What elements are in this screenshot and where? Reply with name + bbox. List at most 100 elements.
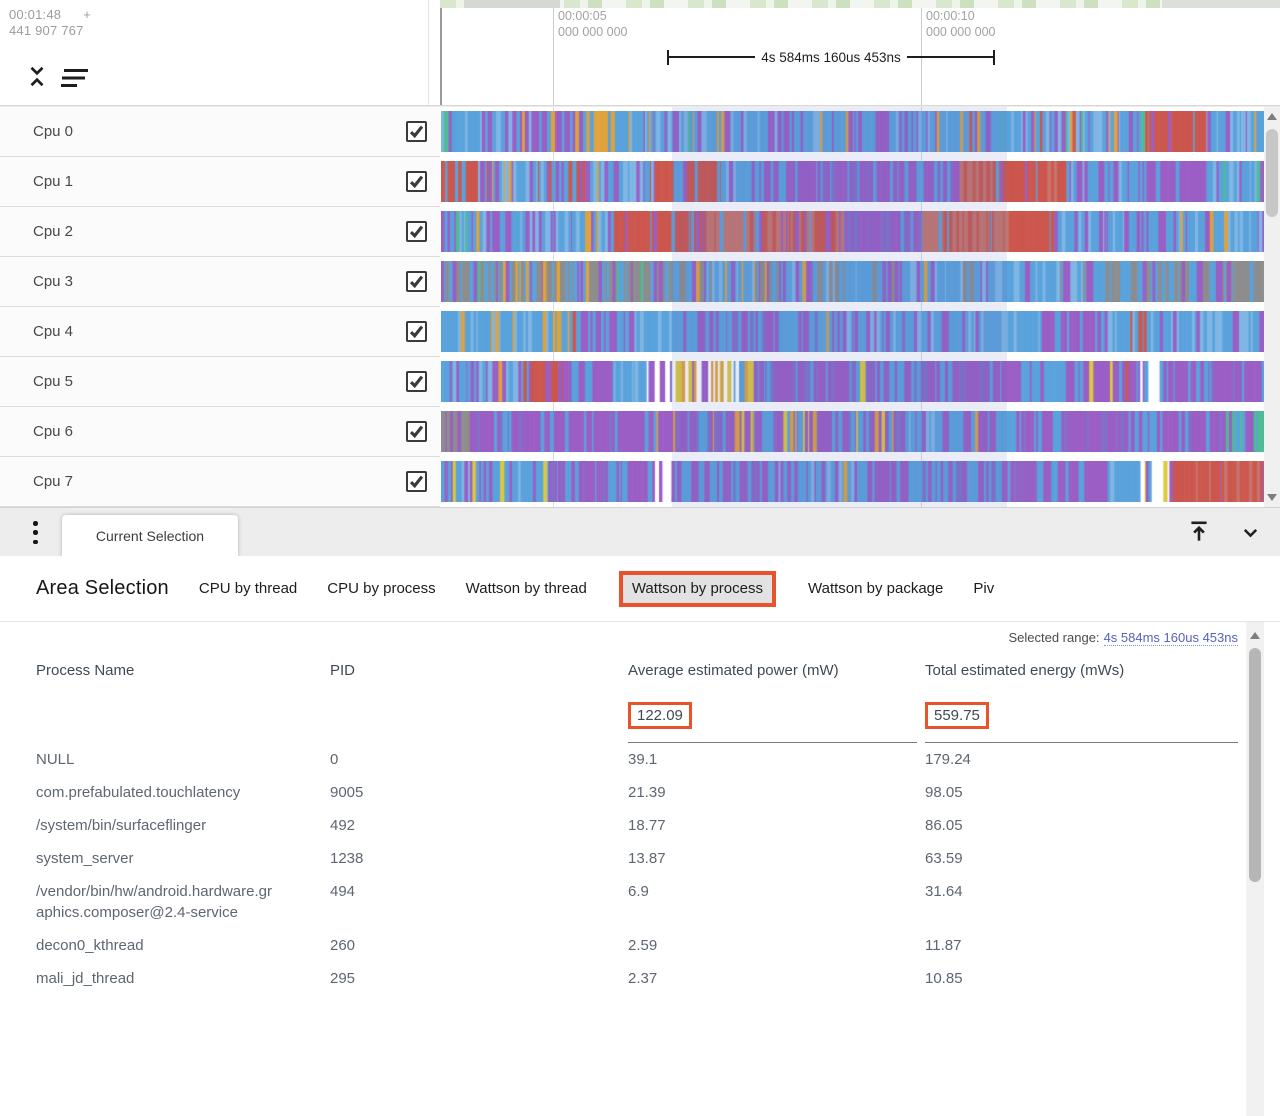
energy-cell: 31.64: [925, 883, 963, 900]
checkmark-icon: [409, 125, 424, 139]
energy-cell: 10.85: [925, 970, 963, 987]
track-label-cell[interactable]: Cpu 3: [0, 257, 440, 307]
bracket-line: [669, 56, 756, 58]
track-name: Cpu 6: [33, 423, 74, 440]
annotation-box-selected-tab: Wattson by process: [618, 570, 776, 607]
power-cell: 21.39: [628, 784, 666, 801]
ruler-gridline: [553, 8, 554, 105]
panel-title: Area Selection: [36, 577, 169, 599]
selection-duration-label: 4s 584ms 160us 453ns: [761, 49, 901, 65]
track-label-cell[interactable]: Cpu 0: [0, 107, 440, 157]
track-row: Cpu 4: [0, 307, 1280, 357]
viewport-start-line: [440, 8, 442, 105]
pid-cell: 1238: [330, 850, 364, 867]
minimap-viewport[interactable]: [464, 0, 560, 8]
scrollbar-thumb[interactable]: [1266, 129, 1278, 217]
tab-cpu-by-thread[interactable]: CPU by thread: [198, 580, 298, 597]
timeline-minimap[interactable]: [440, 0, 1280, 8]
track-checkbox[interactable]: [406, 471, 427, 492]
track-label-cell[interactable]: Cpu 4: [0, 307, 440, 357]
col-header-avg-power[interactable]: Average estimated power (mW): [628, 662, 839, 679]
col-header-total-energy[interactable]: Total estimated energy (mWs): [925, 662, 1125, 679]
sort-tracks-icon[interactable]: [60, 68, 91, 88]
track-checkbox[interactable]: [406, 421, 427, 442]
track-checkbox[interactable]: [406, 271, 427, 292]
pid-cell: 260: [330, 937, 356, 954]
checkmark-icon: [409, 225, 424, 239]
power-cell: 6.9: [628, 883, 649, 900]
selected-range-value[interactable]: 4s 584ms 160us 453ns: [1103, 630, 1238, 646]
col-header-pid[interactable]: PID: [330, 662, 356, 679]
pid-cell: 295: [330, 970, 356, 987]
panel-menu-icon[interactable]: [33, 521, 38, 544]
power-column-rule: [628, 737, 917, 743]
timeline-header: 00:01:48 + 441 907 767 00:00:05 000 000 0…: [0, 0, 1280, 108]
tab-wattson-by-thread[interactable]: Wattson by thread: [465, 580, 587, 597]
tab-wattson-by-process[interactable]: Wattson by process: [631, 579, 763, 597]
tick-time: 00:00:05: [558, 9, 607, 23]
track-checkbox[interactable]: [406, 221, 427, 242]
cpu-track-lane[interactable]: [441, 311, 1264, 352]
cpu-track-lane[interactable]: [441, 211, 1264, 252]
ruler-tick-10s: 00:00:10 000 000 000: [926, 8, 996, 40]
power-cell: 39.1: [628, 751, 658, 768]
wattson-by-process-panel: Selected range: 4s 584ms 160us 453ns Proc…: [0, 622, 1280, 1116]
track-label-cell[interactable]: Cpu 2: [0, 207, 440, 257]
expand-panel-to-top-icon[interactable]: [1186, 519, 1212, 545]
process-name-cell: decon0_kthread: [36, 937, 144, 954]
scroll-down-arrow-icon[interactable]: [1267, 494, 1277, 501]
track-row: Cpu 2: [0, 207, 1280, 257]
checkmark-icon: [409, 425, 424, 439]
process-name-cell: NULL: [36, 751, 75, 768]
tick-time: 00:00:10: [926, 9, 975, 23]
cpu-track-lane[interactable]: [441, 411, 1264, 452]
cursor-timestamp: 00:01:48 +: [9, 7, 91, 22]
selected-range: Selected range: 4s 584ms 160us 453ns: [1008, 630, 1238, 646]
tab-current-selection[interactable]: Current Selection: [62, 515, 238, 557]
selection-duration-bracket: 4s 584ms 160us 453ns: [667, 48, 996, 66]
power-total-value: 122.09: [637, 707, 683, 724]
tick-nanos: 000 000 000: [926, 25, 996, 39]
track-label-cell[interactable]: Cpu 7: [0, 457, 440, 507]
energy-column-rule: [925, 737, 1238, 743]
pid-cell: 494: [330, 883, 356, 900]
track-checkbox[interactable]: [406, 171, 427, 192]
collapse-panel-icon[interactable]: [1238, 520, 1263, 545]
wattson-process-table: Process Name PID Average estimated power…: [0, 652, 1246, 995]
power-cell: 2.37: [628, 970, 658, 987]
track-checkbox[interactable]: [406, 371, 427, 392]
track-checkbox[interactable]: [406, 321, 427, 342]
totals-spacer: [0, 688, 330, 737]
track-checkbox[interactable]: [406, 121, 427, 142]
cpu-track-lane[interactable]: [441, 161, 1264, 202]
track-name: Cpu 0: [33, 123, 74, 140]
collapse-tracks-icon[interactable]: [26, 63, 48, 90]
scroll-up-arrow-icon[interactable]: [1250, 632, 1260, 639]
scrollbar-thumb[interactable]: [1249, 648, 1261, 882]
track-label-cell[interactable]: Cpu 1: [0, 157, 440, 207]
power-cell: 18.77: [628, 817, 666, 834]
detail-scrollbar[interactable]: [1246, 622, 1264, 1116]
checkmark-icon: [409, 325, 424, 339]
pid-cell: 0: [330, 751, 339, 768]
track-row: Cpu 3: [0, 257, 1280, 307]
track-row: Cpu 0: [0, 107, 1280, 157]
cpu-track-lane[interactable]: [441, 361, 1264, 402]
tab-wattson-by-package[interactable]: Wattson by package: [808, 580, 944, 597]
track-rows: Cpu 0 Cpu 1 Cpu 2 Cpu 3 Cpu 4 Cpu 5 Cpu 6 Cpu 7: [0, 107, 1280, 507]
checkmark-icon: [409, 375, 424, 389]
cpu-track-lane[interactable]: [441, 461, 1264, 502]
tab-cpu-by-process[interactable]: CPU by process: [327, 580, 436, 597]
track-label-cell[interactable]: Cpu 6: [0, 407, 440, 457]
track-list: Cpu 0 Cpu 1 Cpu 2 Cpu 3 Cpu 4 Cpu 5 Cpu 6 Cpu 7: [0, 107, 1280, 507]
scroll-up-arrow-icon[interactable]: [1267, 113, 1277, 120]
cpu-track-lane[interactable]: [441, 111, 1264, 152]
bottom-panel-tabbar: Current Selection: [0, 507, 1280, 557]
cpu-track-lane[interactable]: [441, 261, 1264, 302]
process-name-cell: com.prefabulated.touchlatency: [36, 784, 241, 801]
timeline-scrollbar[interactable]: [1264, 107, 1280, 507]
track-label-cell[interactable]: Cpu 5: [0, 357, 440, 407]
col-header-process-name[interactable]: Process Name: [36, 662, 135, 679]
tab-piv[interactable]: Piv: [973, 580, 995, 597]
